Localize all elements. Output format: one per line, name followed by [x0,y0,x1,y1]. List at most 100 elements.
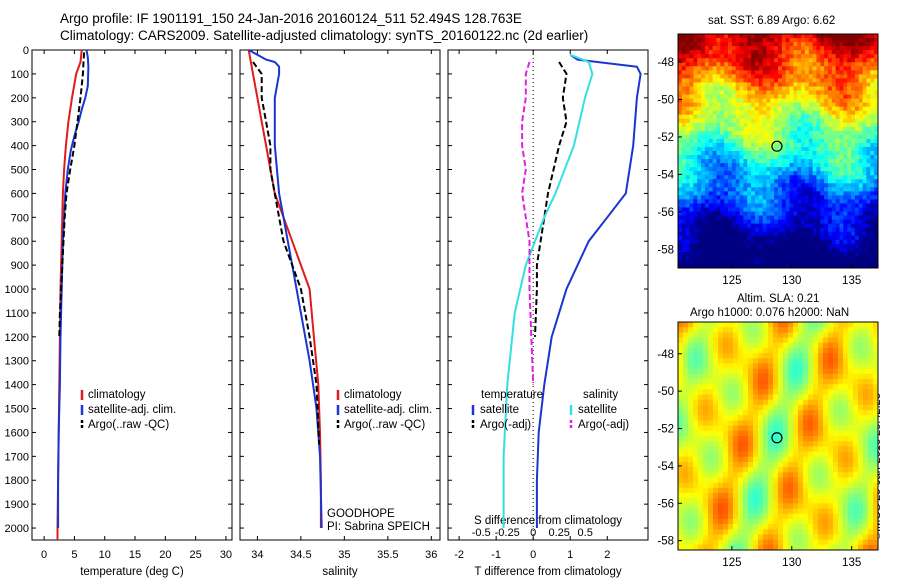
heatmap-cell [693,223,698,229]
heatmap-cell [758,74,764,79]
heatmap-cell [793,461,799,468]
heatmap-cell [818,493,824,499]
heatmap-cell [728,227,733,233]
heatmap-cell [868,415,874,421]
heatmap-cell [823,337,829,344]
heatmap-cell [831,243,837,249]
heatmap-cell [843,503,849,509]
heatmap-cell [778,98,783,103]
heatmap-cell [785,207,790,212]
heatmap-cell [785,74,790,79]
heatmap-cell [731,134,737,140]
heatmap-cell [689,235,694,241]
heatmap-cell [785,34,790,39]
heatmap-cell [693,518,699,525]
heatmap-cell [843,90,848,95]
heatmap-cell [693,199,698,204]
heatmap-cell [862,94,867,99]
heatmap-cell [735,203,740,208]
heatmap-cell [874,255,879,261]
heatmap-cell [781,223,787,229]
heatmap-cell [728,122,733,128]
heatmap-cell [868,477,874,484]
heatmap-cell [728,420,734,427]
heatmap-cell [812,94,817,99]
heatmap-cell [838,534,844,541]
legend-label: Argo(-adj) [578,419,629,431]
heatmap-cell [831,227,837,233]
heatmap-cell [874,179,879,184]
heatmap-cell [728,534,734,541]
heatmap-cell [758,518,764,525]
heatmap-cell [774,102,779,108]
heatmap-cell [762,126,767,132]
heatmap-cell [858,82,864,87]
heatmap-cell [698,384,704,390]
heatmap-cell [762,146,767,152]
heatmap-cell [851,142,856,148]
heatmap-cell [753,384,759,390]
heatmap-cell [738,472,744,478]
heatmap-cell [838,373,844,380]
heatmap-cell [720,58,725,63]
legend-label: satellite [578,404,617,416]
heatmap-cell [743,358,749,364]
heatmap-cell [853,337,859,344]
heatmap-cell [874,70,879,75]
heatmap-cell [735,114,740,120]
heatmap-cell [828,482,834,489]
heatmap-cell [820,199,825,204]
heatmap-cell [743,394,749,401]
heatmap-cell [713,399,719,406]
heatmap-cell [851,203,856,208]
heatmap-cell [868,456,874,463]
heatmap-cell [766,195,771,200]
heatmap-cell [798,436,804,442]
heatmap-cell [753,456,759,463]
heatmap-cell [828,389,834,395]
heatmap-cell [712,183,717,188]
heatmap-cell [698,498,704,504]
heatmap-cell [708,342,714,349]
heatmap-cell [768,539,774,546]
heatmap-cell [716,106,721,112]
heatmap-cell [823,430,829,437]
heatmap-cell [681,130,687,136]
heatmap-cell [820,134,825,140]
heatmap-cell [773,456,779,463]
heatmap-cell [716,134,721,140]
heatmap-cell [808,259,814,265]
heatmap-cell [843,529,849,535]
heatmap-cell [854,247,860,253]
heatmap-cell [713,513,719,520]
heatmap-cell [703,373,709,380]
heatmap-cell [847,38,852,43]
heatmap-cell [708,255,714,261]
depth-tick-label: 1600 [5,427,29,439]
heatmap-cell [678,54,683,59]
heatmap-cell [835,110,840,116]
heatmap-cell [718,363,724,370]
heatmap-cell [678,399,684,406]
heatmap-cell [858,151,864,156]
heatmap-cell [843,399,849,406]
heatmap-cell [701,211,706,216]
heatmap-cell [858,146,864,152]
heatmap-cell [854,82,860,87]
heatmap-cell [770,231,775,237]
heatmap-cell [828,98,833,103]
heatmap-cell [728,74,733,79]
heatmap-cell [735,227,740,233]
heatmap-cell [833,436,839,442]
heatmap-cell [789,223,794,229]
heatmap-cell [853,394,859,401]
heatmap-cell [824,195,829,200]
heatmap-cell [758,379,764,385]
heatmap-cell [678,384,684,390]
heatmap-cell [823,363,829,370]
heatmap-cell [835,98,840,103]
heatmap-cell [743,151,748,156]
heatmap-cell [847,146,852,152]
heatmap-cell [751,38,756,43]
heatmap-cell [718,415,724,421]
